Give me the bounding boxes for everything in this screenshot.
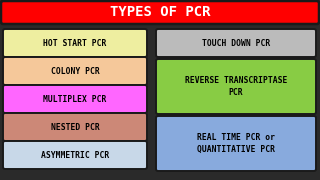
Text: REAL TIME PCR or
QUANTITATIVE PCR: REAL TIME PCR or QUANTITATIVE PCR <box>197 133 275 154</box>
FancyBboxPatch shape <box>156 59 316 114</box>
Text: TYPES OF PCR: TYPES OF PCR <box>110 6 210 19</box>
FancyBboxPatch shape <box>3 113 147 141</box>
FancyBboxPatch shape <box>156 116 316 171</box>
Text: NESTED PCR: NESTED PCR <box>51 123 100 132</box>
Text: COLONY PCR: COLONY PCR <box>51 66 100 75</box>
FancyBboxPatch shape <box>3 85 147 113</box>
FancyBboxPatch shape <box>1 1 319 24</box>
Text: REVERSE TRANSCRIPTASE
PCR: REVERSE TRANSCRIPTASE PCR <box>185 76 287 97</box>
FancyBboxPatch shape <box>156 29 316 57</box>
FancyBboxPatch shape <box>3 141 147 169</box>
Text: TOUCH DOWN PCR: TOUCH DOWN PCR <box>202 39 270 48</box>
FancyBboxPatch shape <box>3 29 147 57</box>
Text: HOT START PCR: HOT START PCR <box>43 39 107 48</box>
Text: ASYMMETRIC PCR: ASYMMETRIC PCR <box>41 150 109 159</box>
FancyBboxPatch shape <box>3 57 147 85</box>
Text: MULTIPLEX PCR: MULTIPLEX PCR <box>43 94 107 103</box>
